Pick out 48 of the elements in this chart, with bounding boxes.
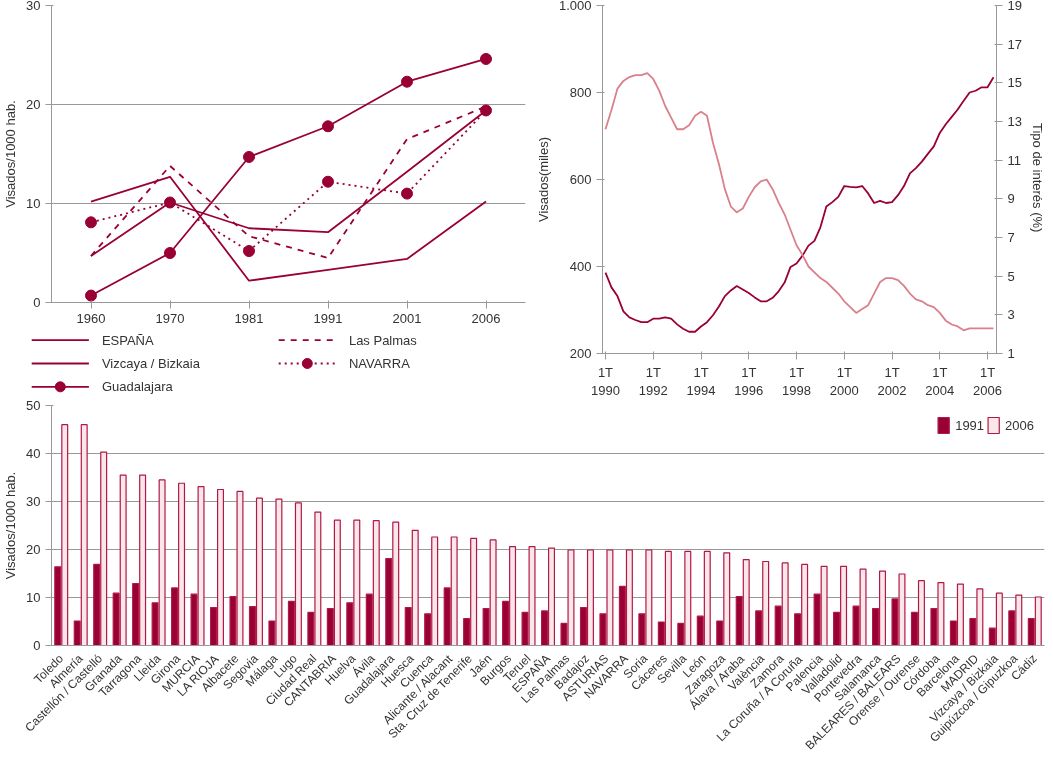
y-tick-label: 1.000: [558, 0, 592, 13]
x-tick-label: 1T 1992: [638, 364, 668, 398]
y-axis-title: Visados(miles): [535, 136, 551, 222]
y-axis-title: Visados/1000 hab.: [3, 100, 19, 208]
y2-tick-label: 5: [1007, 268, 1015, 284]
legend-label: 2006: [1005, 417, 1034, 433]
x-tick-label: 1T 1998: [782, 364, 811, 398]
x-tick-label: 1T 2000: [829, 364, 859, 398]
legend-label: Las Palmas: [348, 332, 418, 348]
x-tick-label: 2006: [471, 310, 501, 326]
x-tick-label: 1T 2004: [925, 364, 955, 398]
y2-tick-label: 9: [1007, 191, 1015, 207]
y-tick-label: 10: [26, 196, 41, 211]
y-tick-label: 20: [26, 97, 41, 112]
y-tick-label: 200: [569, 346, 592, 361]
y-tick-label: 400: [569, 259, 592, 274]
x-tick-label: 1T 1994: [686, 364, 716, 398]
x-tick-label: 1T 2006: [973, 364, 1003, 398]
y-tick-label: 10: [26, 590, 41, 605]
y2-tick-label: 15: [1007, 75, 1022, 91]
y2-tick-label: 11: [1007, 152, 1021, 168]
y2-tick-label: 1: [1007, 346, 1015, 361]
y-tick-label: 600: [569, 172, 592, 187]
y-tick-label: 0: [33, 638, 41, 653]
y2-tick-label: 19: [1007, 0, 1022, 13]
x-tick-label: 1970: [155, 310, 185, 326]
x-tick-label: 1T 2002: [877, 364, 907, 398]
y2-tick-label: 7: [1007, 230, 1015, 245]
y-tick-label: 30: [26, 0, 41, 13]
y-tick-label: 30: [26, 494, 41, 509]
x-tick-label: 1981: [234, 310, 264, 326]
y2-tick-label: 3: [1007, 307, 1015, 323]
y-tick-label: 50: [26, 398, 41, 413]
y-tick-label: 0: [33, 295, 41, 310]
y2-axis-title: Tipo de interés (%): [1029, 123, 1045, 233]
y2-tick-label: 17: [1007, 36, 1022, 52]
x-tick-label: 2001: [392, 310, 422, 326]
y-tick-label: 800: [569, 85, 592, 100]
y2-tick-label: 13: [1007, 114, 1022, 129]
legend-label: ESPAÑA: [101, 332, 155, 348]
legend-label: 1991: [955, 417, 985, 433]
x-tick-label: 1T 1996: [734, 364, 764, 398]
x-tick-label: 1991: [313, 310, 343, 326]
x-tick-label: 1960: [76, 310, 106, 326]
y-tick-label: 20: [26, 542, 41, 557]
y-axis-title: Visados/1000 hab.: [3, 471, 19, 580]
y-tick-label: 40: [26, 446, 41, 461]
x-tick-label: 1T 1990: [591, 364, 620, 398]
